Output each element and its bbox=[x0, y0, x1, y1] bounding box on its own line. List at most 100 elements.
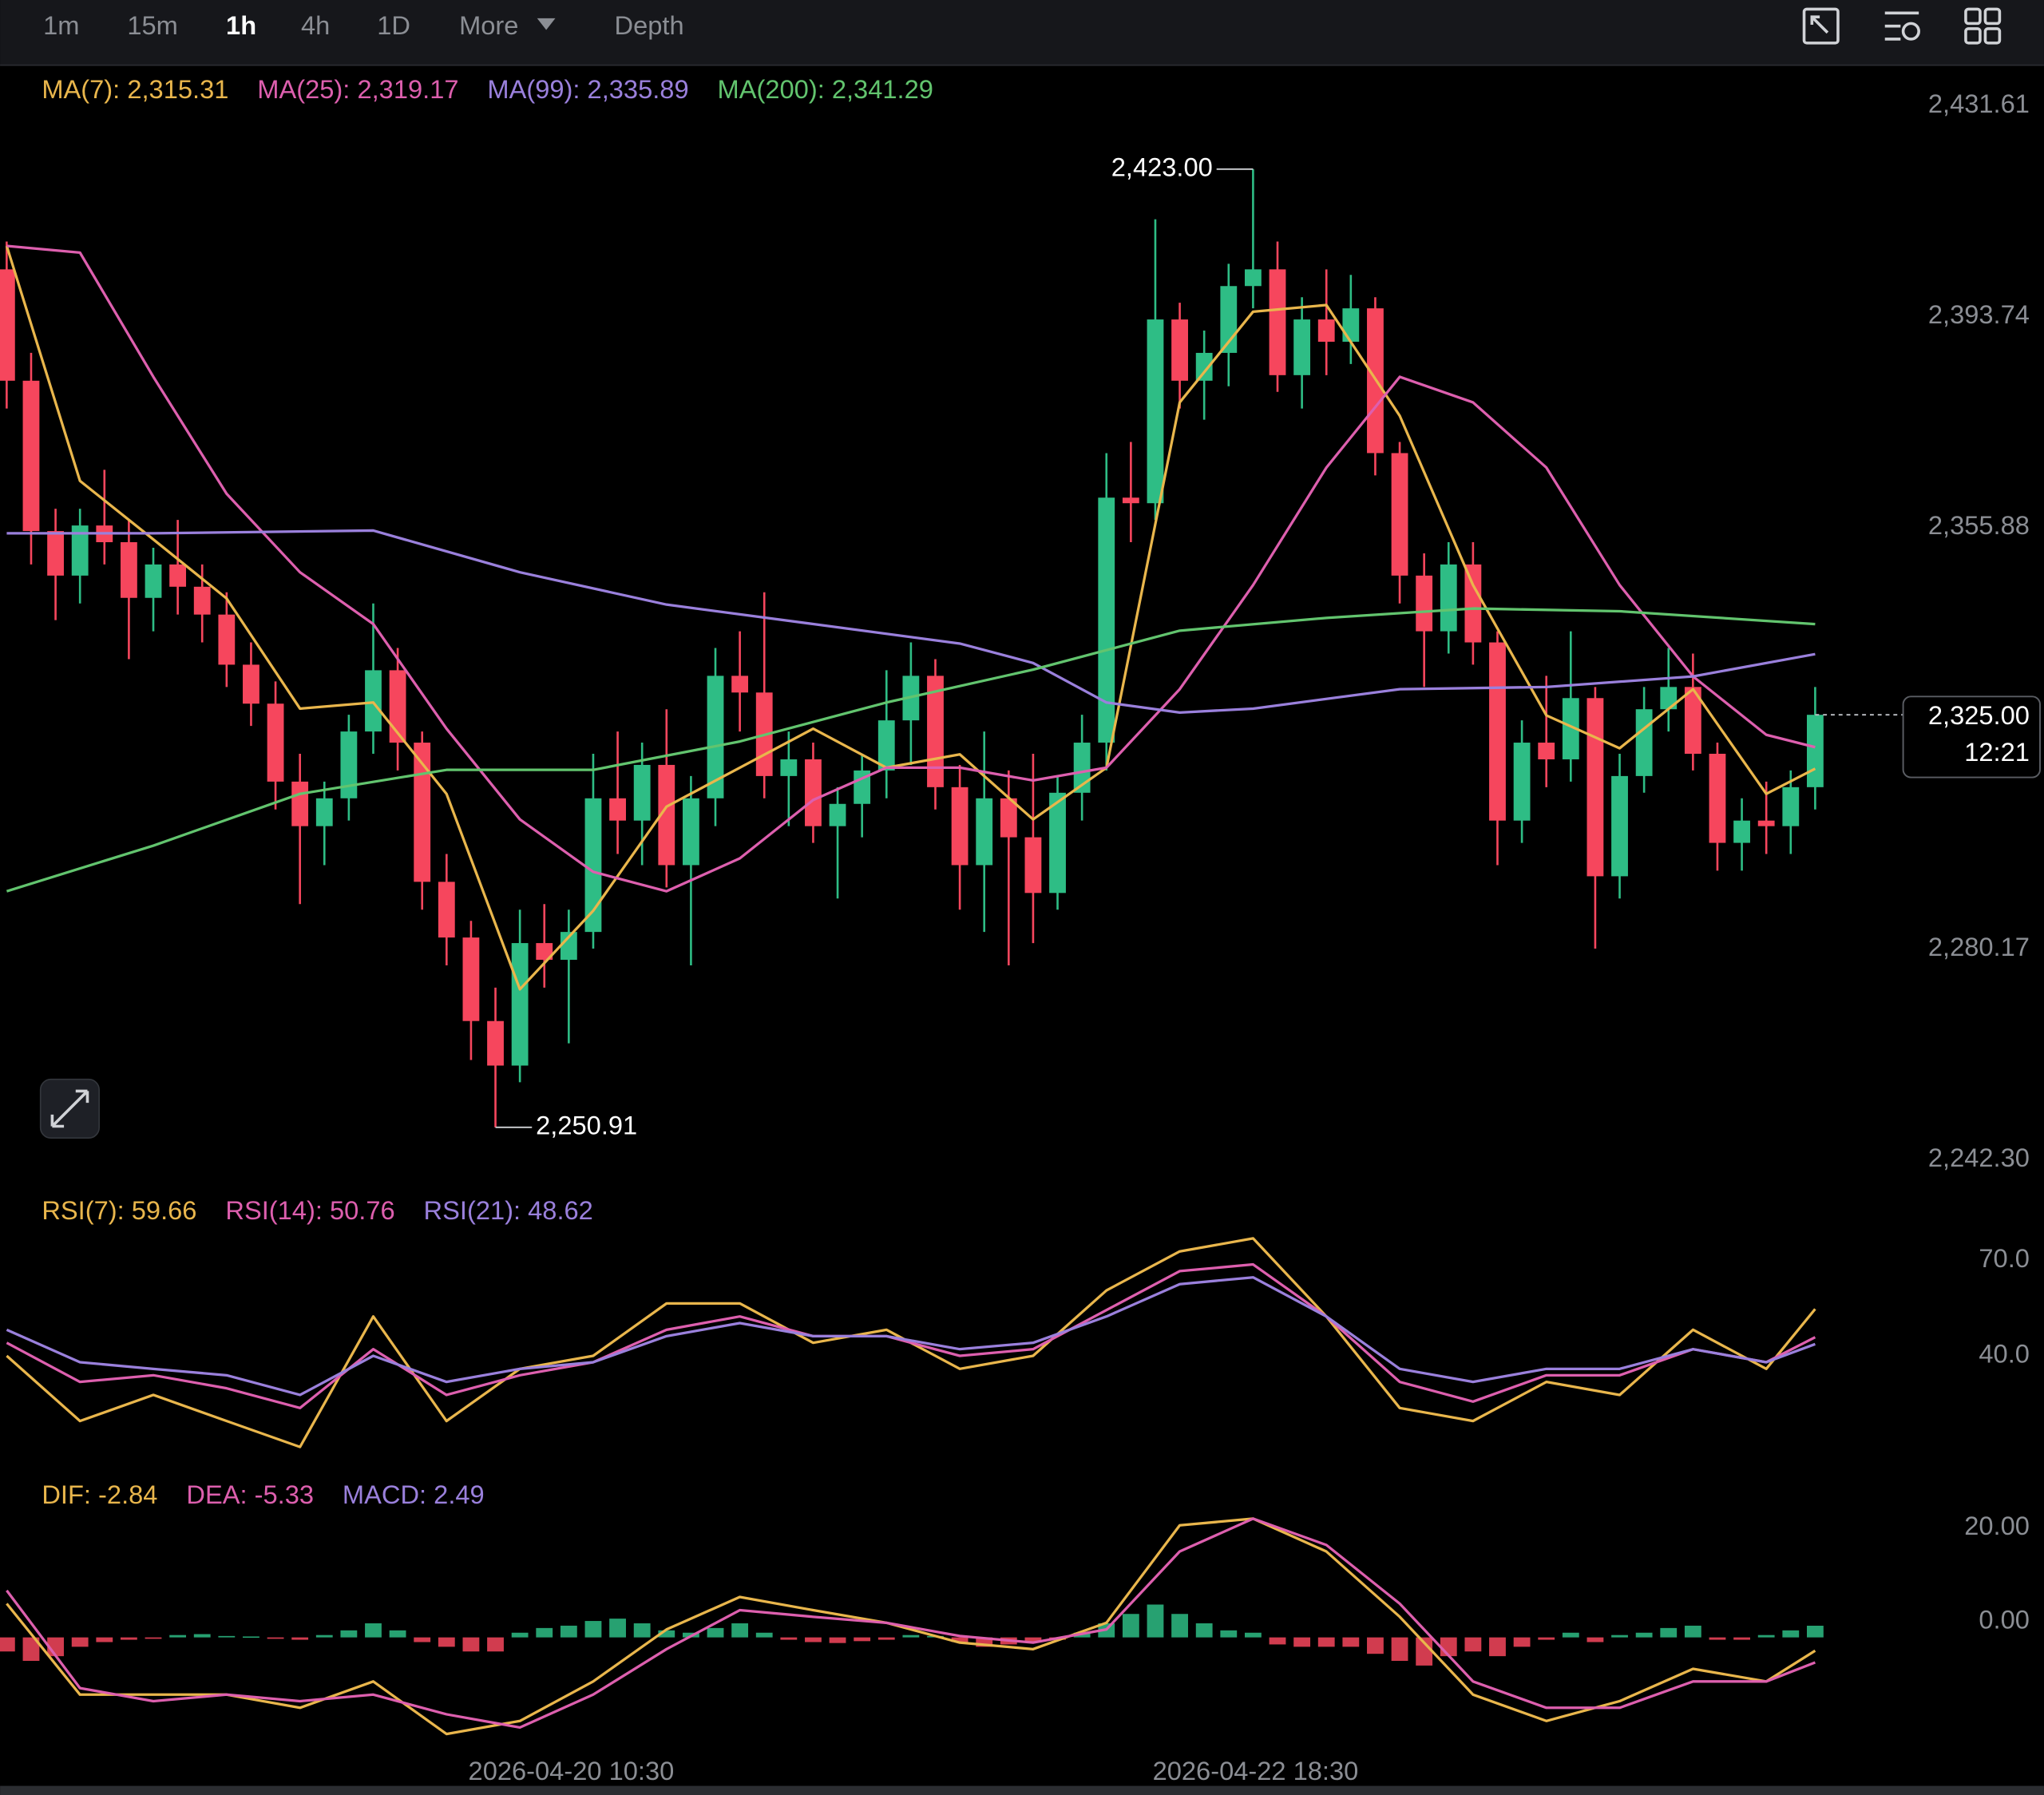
candle-body bbox=[1464, 564, 1482, 643]
candle-body bbox=[145, 564, 162, 598]
candle-body bbox=[1391, 453, 1408, 576]
settings-icon[interactable] bbox=[1884, 11, 1920, 41]
expand-button[interactable] bbox=[39, 1078, 100, 1139]
macd-bar bbox=[487, 1637, 504, 1652]
candle-body bbox=[658, 764, 675, 866]
interval-tab[interactable]: 15m bbox=[127, 10, 178, 40]
candle-body bbox=[560, 932, 577, 961]
candle-body bbox=[1660, 687, 1678, 710]
macd-bar bbox=[1440, 1637, 1457, 1657]
macd-bar bbox=[145, 1637, 162, 1639]
macd-bar bbox=[218, 1635, 236, 1638]
macd-bar bbox=[267, 1637, 284, 1639]
candle-body bbox=[389, 670, 406, 743]
candle-body bbox=[438, 882, 455, 938]
macd-bar bbox=[193, 1634, 211, 1638]
layout-icon[interactable] bbox=[1964, 7, 2002, 45]
expand-icon[interactable] bbox=[50, 1089, 89, 1128]
candle-body bbox=[315, 798, 333, 826]
candle-body bbox=[1489, 642, 1506, 821]
macd-bar bbox=[1733, 1637, 1750, 1640]
macd-bar bbox=[1757, 1635, 1775, 1638]
candle-body bbox=[193, 586, 211, 615]
candle-body bbox=[1098, 497, 1115, 743]
countdown-label: 12:21 bbox=[1964, 737, 2030, 767]
interval-tab[interactable]: 1m bbox=[43, 10, 79, 40]
macd-bar bbox=[854, 1637, 871, 1642]
macd-bar bbox=[1538, 1637, 1555, 1640]
depth-tab[interactable]: Depth bbox=[615, 10, 684, 40]
macd-bar bbox=[1635, 1632, 1653, 1638]
macd-bar bbox=[1489, 1637, 1506, 1657]
fullscreen-icon[interactable] bbox=[1802, 7, 1840, 45]
macd-bar bbox=[1562, 1632, 1579, 1638]
macd-bar bbox=[96, 1637, 113, 1642]
macd-bar bbox=[120, 1637, 137, 1640]
candle-body bbox=[1782, 787, 1800, 826]
candle-body bbox=[243, 664, 259, 704]
macd-bar bbox=[462, 1637, 480, 1652]
more-caret[interactable] bbox=[537, 18, 556, 30]
candle-body bbox=[1416, 575, 1433, 632]
macd-bar bbox=[707, 1627, 724, 1638]
y-tick-label: 0.00 bbox=[1979, 1605, 2030, 1635]
legend-entry: MA(7): 2,315.31 bbox=[42, 74, 228, 104]
candle-body bbox=[1611, 775, 1628, 877]
macd-bar bbox=[1416, 1637, 1433, 1666]
x-tick-label: 2026-04-20 10:30 bbox=[469, 1756, 675, 1785]
legend-entry: RSI(14): 50.76 bbox=[225, 1195, 394, 1225]
legend-entry: MA(200): 2,341.29 bbox=[718, 74, 933, 104]
candle-body bbox=[1440, 564, 1457, 632]
macd-bar bbox=[1122, 1614, 1139, 1638]
candle-body bbox=[536, 943, 553, 961]
legend-entry: MA(99): 2,335.89 bbox=[487, 74, 688, 104]
candle-body bbox=[1195, 352, 1213, 381]
y-tick-label: 70.0 bbox=[1979, 1243, 2030, 1273]
candle-body bbox=[1806, 715, 1824, 787]
macd-bar bbox=[1244, 1632, 1262, 1638]
candle-body bbox=[1147, 319, 1164, 504]
macd-bar bbox=[951, 1637, 969, 1642]
annotation-label: 2,423.00 bbox=[1111, 152, 1213, 181]
macd-bar bbox=[1513, 1637, 1531, 1647]
candle-body bbox=[1269, 269, 1286, 375]
macd-bar bbox=[731, 1623, 749, 1638]
macd-bar bbox=[1195, 1623, 1213, 1638]
macd-bar bbox=[755, 1632, 773, 1638]
interval-tab[interactable]: 4h bbox=[301, 10, 330, 40]
candle-body bbox=[414, 743, 431, 882]
legend-entry: DIF: -2.84 bbox=[42, 1480, 157, 1509]
candle-body bbox=[707, 676, 724, 798]
candle-body bbox=[854, 770, 871, 804]
interval-tab[interactable]: 1D bbox=[377, 10, 410, 40]
series-line bbox=[6, 1517, 1816, 1736]
candle-body bbox=[1024, 837, 1042, 894]
macd-bar bbox=[169, 1635, 187, 1638]
candle-body bbox=[511, 943, 529, 1066]
macd-bar bbox=[0, 1637, 15, 1652]
macd-bar bbox=[1220, 1630, 1238, 1638]
macd-bar bbox=[340, 1630, 358, 1638]
macd-bar bbox=[315, 1635, 333, 1638]
legend-entry: MA(25): 2,319.17 bbox=[257, 74, 458, 104]
candle-body bbox=[1342, 308, 1360, 342]
candle-body bbox=[340, 731, 358, 798]
macd-bar bbox=[1269, 1637, 1286, 1645]
candle-body bbox=[731, 676, 749, 693]
candle-body bbox=[1733, 820, 1750, 843]
series-line bbox=[5, 245, 1816, 991]
macd-bar bbox=[560, 1625, 577, 1638]
macd-bar bbox=[584, 1621, 602, 1638]
candle-body bbox=[609, 798, 626, 821]
macd-bar bbox=[1464, 1637, 1482, 1652]
candle-body bbox=[218, 614, 236, 665]
last-price-tag bbox=[1902, 695, 2041, 779]
bottom-bar bbox=[0, 1785, 2044, 1795]
candle-body bbox=[1122, 497, 1139, 504]
series-line bbox=[6, 244, 1816, 893]
legend-entry: MACD: 2.49 bbox=[343, 1480, 485, 1509]
more-tab[interactable]: More bbox=[459, 10, 518, 40]
candle-body bbox=[1684, 687, 1701, 754]
interval-tab[interactable]: 1h bbox=[226, 10, 256, 40]
